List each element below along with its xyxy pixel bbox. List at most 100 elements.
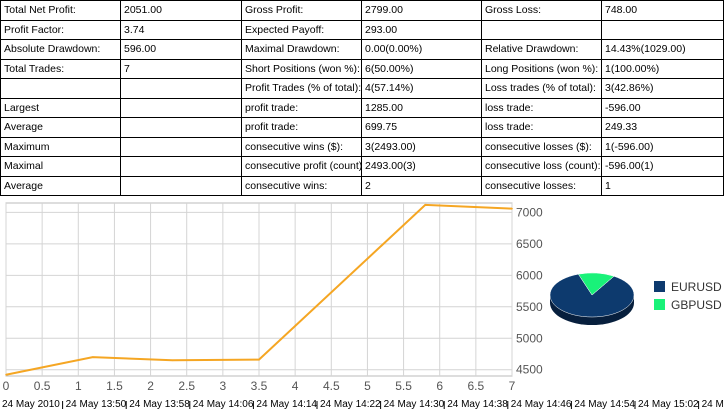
report-value-cell — [120, 136, 242, 157]
report-label-cell: Absolute Drawdown: — [0, 39, 121, 60]
report-label-cell: Total Trades: — [0, 58, 121, 79]
report-value-cell: 2 — [361, 175, 482, 196]
report-row: Profit Factor: 3.74 Expected Payoff: 293.00 — [0, 19, 724, 40]
report-label-cell: Maximal — [0, 156, 121, 177]
report-label-cell: Largest — [0, 97, 121, 118]
report-value-cell — [120, 117, 242, 138]
x-tick-label: 1 — [75, 379, 82, 393]
report-table: Total Net Profit: 2051.00 Gross Profit: 279… — [0, 0, 724, 196]
report-label-cell: Gross Profit: — [241, 0, 362, 21]
report-label-cell — [481, 19, 602, 40]
x-tick-label: 5 — [364, 379, 371, 393]
date-label: 24 May 14:38 — [447, 399, 508, 410]
report-label-cell: Maximum — [0, 136, 121, 157]
x-tick-label: 0 — [3, 379, 10, 393]
date-label: 24 May 2010 — [2, 399, 60, 410]
report-row: Maximum consecutive wins ($): 3(2493.00) co… — [0, 136, 724, 157]
y-tick-label: 5000 — [516, 331, 543, 345]
y-tick-label: 4500 — [516, 363, 543, 377]
balance-line — [5, 203, 513, 376]
date-label: 24 May 15:10 — [702, 399, 724, 410]
report-value-cell: -596.00(1) — [601, 156, 724, 177]
balance-point — [5, 373, 7, 376]
report-label-cell: Profit Trades (% of total): — [241, 78, 362, 99]
report-row: Average profit trade: 699.75 loss trade: 249… — [0, 117, 724, 138]
pie-slice-gbpusd — [577, 272, 615, 296]
x-tick-label: 6 — [436, 379, 443, 393]
report-value-cell: 0.00(0.00%) — [361, 39, 482, 60]
date-label: 24 May 14:54 — [574, 399, 635, 410]
report-label-cell: Maximal Drawdown: — [241, 39, 362, 60]
report-label-cell: consecutive losses ($): — [481, 136, 602, 157]
report-value-cell: 1 — [601, 175, 724, 196]
report-value-cell — [120, 97, 242, 118]
y-tick-label: 5500 — [516, 300, 543, 314]
report-label-cell: Short Positions (won %): — [241, 58, 362, 79]
date-label: 24 May 14:06 — [193, 399, 254, 410]
report-label-cell: Total Net Profit: — [0, 0, 121, 21]
report-row: Total Net Profit: 2051.00 Gross Profit: 279… — [0, 0, 724, 21]
y-tick-label: 6500 — [516, 237, 543, 251]
report-label-cell: Loss trades (% of total): — [481, 78, 602, 99]
report-label-cell: loss trade: — [481, 97, 602, 118]
report-value-cell: 14.43%(1029.00) — [601, 39, 724, 60]
date-label: 24 May 14:30 — [384, 399, 445, 410]
report-value-cell: 6(50.00%) — [361, 58, 482, 79]
balance-point — [91, 356, 94, 358]
report-label-cell — [0, 78, 121, 99]
report-label-cell: consecutive wins: — [241, 175, 362, 196]
report-value-cell: 1285.00 — [361, 97, 482, 118]
balance-point — [511, 207, 513, 210]
date-label: 24 May 15:02 — [638, 399, 699, 410]
date-label: 24 May 13:58 — [129, 399, 190, 410]
report-value-cell — [120, 156, 242, 177]
report-value-cell: 249.33 — [601, 117, 724, 138]
report-row: Maximal consecutive profit (count): 2493.0… — [0, 156, 724, 177]
report-label-cell: profit trade: — [241, 97, 362, 118]
report-value-cell: 3(42.86%) — [601, 78, 724, 99]
x-tick-label: 0.5 — [34, 379, 51, 393]
x-tick-label: 3.5 — [251, 379, 268, 393]
report-value-cell: 2051.00 — [120, 0, 242, 21]
date-label: 24 May 14:22 — [320, 399, 381, 410]
balance-point — [424, 204, 427, 206]
x-tick-label: 1.5 — [106, 379, 123, 393]
report-label-cell: consecutive loss (count): — [481, 156, 602, 177]
report-value-cell: 748.00 — [601, 0, 724, 21]
x-tick-label: 3 — [220, 379, 227, 393]
report-value-cell: 7 — [120, 58, 242, 79]
x-tick-label: 6.5 — [468, 379, 485, 393]
report-value-cell: -596.00 — [601, 97, 724, 118]
x-tick-label: 7 — [509, 379, 516, 393]
report-label-cell: Long Positions (won %): — [481, 58, 602, 79]
report-value-cell: 3(2493.00) — [361, 136, 482, 157]
report-row: Absolute Drawdown: 596.00 Maximal Drawdown… — [0, 39, 724, 60]
report-label-cell: loss trade: — [481, 117, 602, 138]
report-label-cell: Average — [0, 117, 121, 138]
pie-slice-eurusd — [549, 273, 635, 318]
report-label-cell: consecutive wins ($): — [241, 136, 362, 157]
report-value-cell: 1(100.00%) — [601, 58, 724, 79]
x-tick-label: 2 — [147, 379, 154, 393]
x-tick-label: 4 — [292, 379, 299, 393]
report-label-cell: Profit Factor: — [0, 19, 121, 40]
report-label-cell: consecutive profit (count): — [241, 156, 362, 177]
legend-swatch-eurusd — [654, 281, 665, 292]
legend-label-eurusd: EURUSD — [671, 280, 722, 294]
report-value-cell — [120, 175, 242, 196]
chart-area: 0 0.5 1 1.5 2 2.5 3 3.5 4 4.5 5 5.5 6 6.5 7 7000 6500 600… — [0, 198, 724, 410]
date-label: 24 May 13:50 — [66, 399, 127, 410]
y-tick-label: 7000 — [516, 205, 543, 219]
legend-swatch-gbpusd — [654, 299, 665, 310]
report-value-cell: 3.74 — [120, 19, 242, 40]
report-label-cell: Average — [0, 175, 121, 196]
report-label-cell: Relative Drawdown: — [481, 39, 602, 60]
report-value-cell: 4(57.14%) — [361, 78, 482, 99]
date-label: 24 May 14:46 — [511, 399, 572, 410]
report-label-cell: Gross Loss: — [481, 0, 602, 21]
report-value-cell: 2799.00 — [361, 0, 482, 21]
balance-chart: 0 0.5 1 1.5 2 2.5 3 3.5 4 4.5 5 5.5 6 6.5 7 7000 6500 600… — [2, 202, 724, 410]
report-label-cell: consecutive losses: — [481, 175, 602, 196]
report-row: Total Trades: 7 Short Positions (won %): 6(… — [0, 58, 724, 79]
x-tick-label: 5.5 — [395, 379, 412, 393]
